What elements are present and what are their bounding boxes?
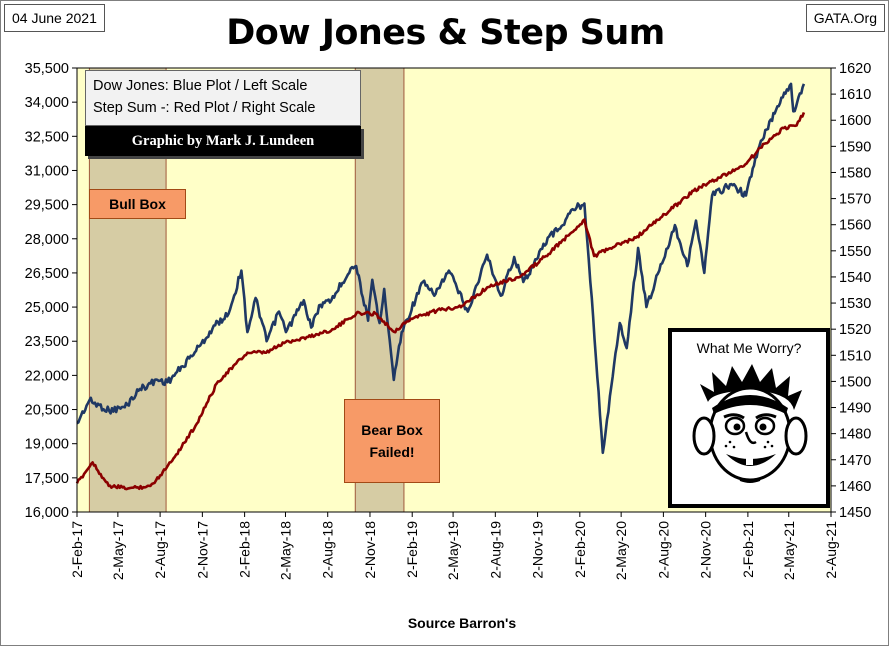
- plot-border: [76, 67, 832, 513]
- right-tick-label: 1570: [839, 192, 871, 208]
- right-tick-label: 1540: [839, 270, 871, 286]
- x-tick-label: 2-Feb-19: [404, 521, 420, 578]
- left-tick-label: 17,500: [25, 471, 69, 487]
- right-tick-label: 1480: [839, 427, 871, 443]
- x-tick-label: 2-Nov-17: [194, 521, 210, 579]
- legend-box: Dow Jones: Blue Plot / Left Scale Step S…: [85, 70, 361, 126]
- x-tick-label: 2-Feb-18: [237, 521, 253, 578]
- left-tick-label: 19,000: [25, 437, 69, 453]
- right-tick-label: 1550: [839, 244, 871, 260]
- right-tick-label: 1500: [839, 374, 871, 390]
- right-tick-label: 1620: [839, 61, 871, 77]
- right-tick-label: 1470: [839, 453, 871, 469]
- bear-box-callout: Bear Box Failed!: [344, 399, 440, 483]
- x-tick-label: 2-May-18: [278, 521, 294, 580]
- right-tick-label: 1580: [839, 165, 871, 181]
- right-tick-label: 1560: [839, 218, 871, 234]
- axes: 16,000 17,500 19,000 20,500 22,000 23,500 25,0…: [25, 61, 872, 580]
- bear-callout-line1: Bear Box: [361, 422, 423, 438]
- left-tick-label: 25,000: [25, 300, 69, 316]
- right-tick-label: 1590: [839, 139, 871, 155]
- left-tick-label: 32,500: [25, 129, 69, 145]
- left-tick-label: 29,500: [25, 198, 69, 214]
- site-label: GATA.Org: [805, 4, 885, 32]
- right-tick-label: 1460: [839, 479, 871, 495]
- x-tick-label: 2-May-17: [110, 521, 126, 580]
- right-tick-label: 1600: [839, 113, 871, 129]
- chart-title: Dow Jones & Step Sum: [226, 13, 665, 53]
- x-tick-label: 2-Nov-19: [530, 521, 546, 579]
- step-sum-line: [75, 111, 806, 491]
- left-tick-label: 16,000: [25, 505, 69, 521]
- bear-callout-line2: Failed!: [369, 444, 415, 460]
- x-tick-label: 2-Aug-17: [152, 521, 168, 579]
- what-me-worry-box: What Me Worry?: [668, 328, 830, 508]
- x-tick-label: 2-May-20: [613, 521, 629, 580]
- cartoon-face-icon: [692, 364, 808, 483]
- source-label: Source Barron's: [407, 615, 517, 631]
- legend-step-sum: Step Sum -: Red Plot / Right Scale: [93, 100, 316, 116]
- left-tick-label: 35,500: [25, 61, 69, 77]
- right-tick-label: 1520: [839, 322, 871, 338]
- x-tick-label: 2-May-19: [445, 521, 461, 580]
- left-tick-label: 26,500: [25, 266, 69, 282]
- right-tick-label: 1530: [839, 296, 871, 312]
- dow-jones-line: [76, 82, 806, 455]
- right-tick-label: 1450: [839, 505, 871, 521]
- left-tick-label: 22,000: [25, 368, 69, 384]
- left-tick-label: 23,500: [25, 334, 69, 350]
- date-label: 04 June 2021: [4, 4, 105, 32]
- x-tick-label: 2-Nov-20: [698, 521, 714, 579]
- x-tick-label: 2-May-21: [781, 521, 797, 580]
- left-tick-label: 20,500: [25, 403, 69, 419]
- right-tick-label: 1610: [839, 87, 871, 103]
- x-tick-label: 2-Nov-18: [362, 521, 378, 579]
- left-tick-label: 31,000: [25, 163, 69, 179]
- left-tick-label: 28,000: [25, 232, 69, 248]
- x-tick-label: 2-Aug-21: [823, 521, 839, 579]
- x-tick-label: 2-Aug-20: [655, 521, 671, 579]
- legend-dow: Dow Jones: Blue Plot / Left Scale: [93, 78, 308, 94]
- credit-banner: Graphic by Mark J. Lundeen: [85, 126, 361, 156]
- x-tick-label: 2-Aug-19: [487, 521, 503, 579]
- left-tick-label: 34,000: [25, 95, 69, 111]
- bull-box-callout: Bull Box: [89, 189, 186, 219]
- x-tick-label: 2-Feb-21: [740, 521, 756, 578]
- worry-caption: What Me Worry?: [696, 340, 802, 356]
- x-tick-label: 2-Aug-18: [320, 521, 336, 579]
- series-layer: [75, 82, 806, 491]
- right-tick-label: 1510: [839, 348, 871, 364]
- x-tick-label: 2-Feb-17: [69, 521, 85, 578]
- right-tick-label: 1490: [839, 401, 871, 417]
- x-tick-label: 2-Feb-20: [572, 521, 588, 578]
